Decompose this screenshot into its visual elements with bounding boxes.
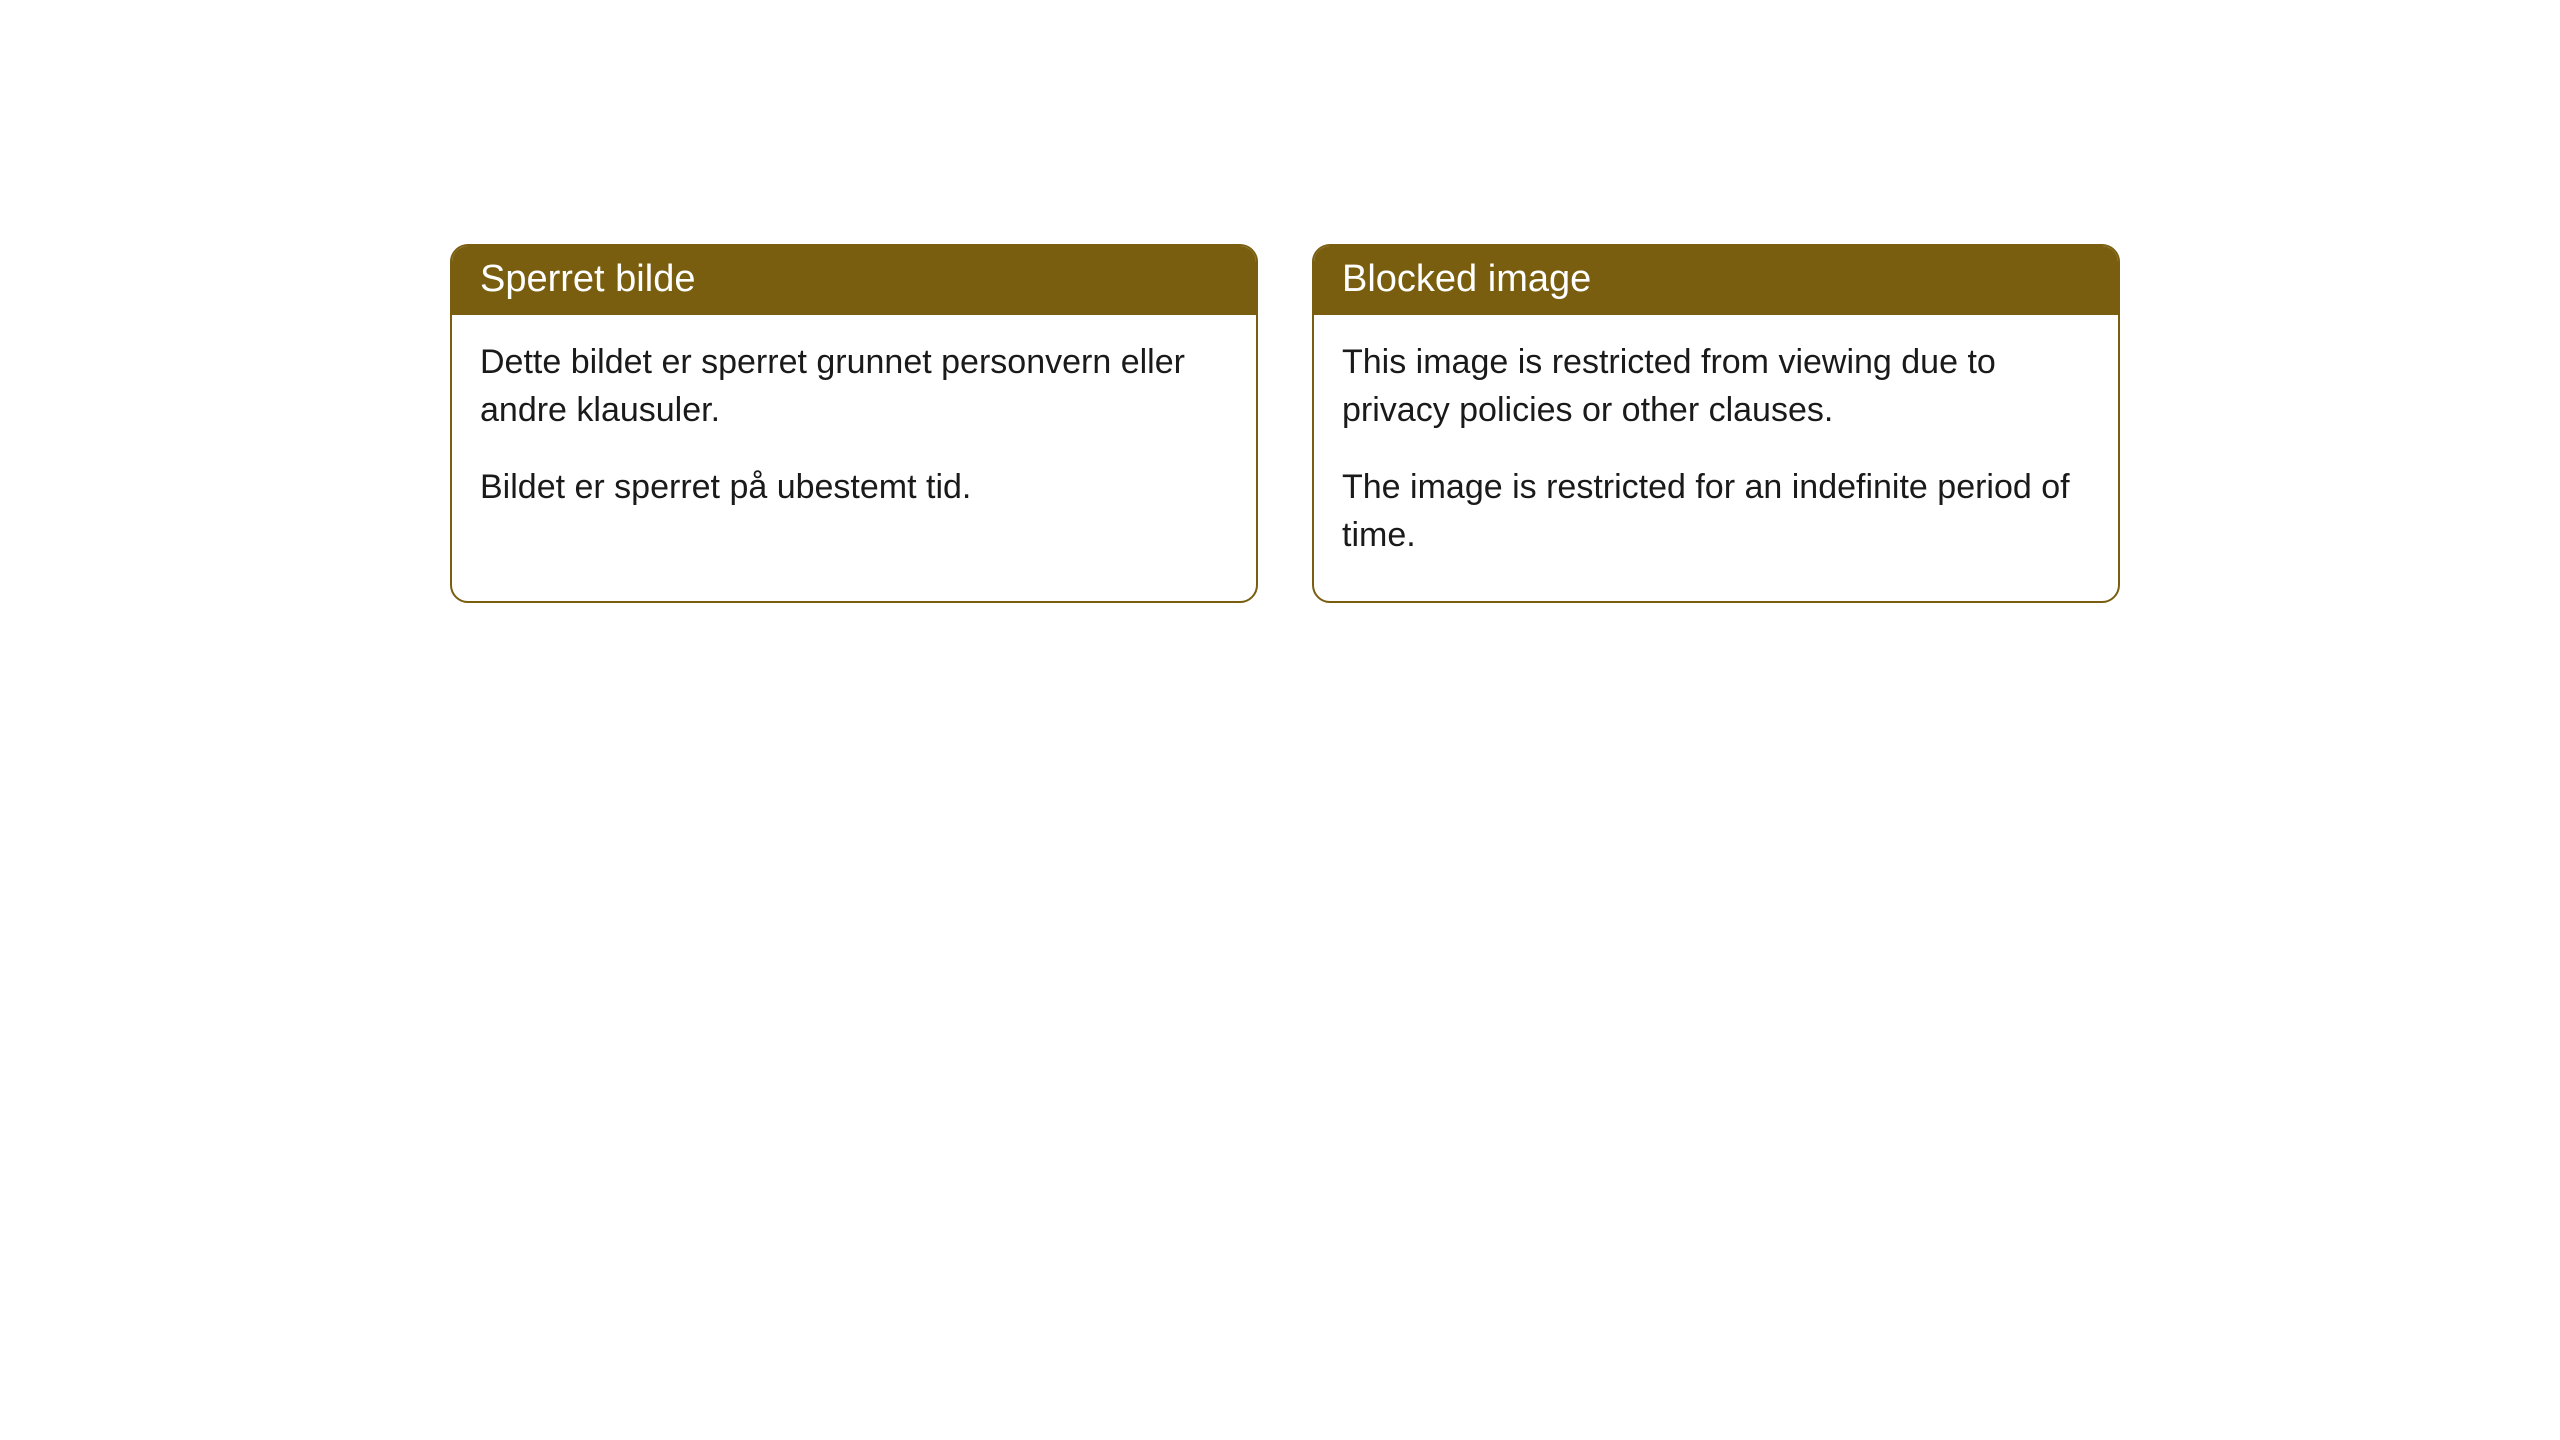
notice-title: Sperret bilde — [480, 258, 695, 300]
notice-card-english: Blocked image This image is restricted f… — [1312, 244, 2120, 603]
notice-title: Blocked image — [1342, 258, 1591, 300]
notice-paragraph: Dette bildet er sperret grunnet personve… — [480, 339, 1228, 434]
notice-body: Dette bildet er sperret grunnet personve… — [452, 315, 1256, 554]
notice-body: This image is restricted from viewing du… — [1314, 315, 2118, 601]
notice-card-norwegian: Sperret bilde Dette bildet er sperret gr… — [450, 244, 1258, 603]
notice-paragraph: This image is restricted from viewing du… — [1342, 339, 2090, 434]
notice-paragraph: Bildet er sperret på ubestemt tid. — [480, 464, 1228, 512]
notice-header: Blocked image — [1314, 246, 2118, 315]
notice-container: Sperret bilde Dette bildet er sperret gr… — [0, 0, 2560, 603]
notice-paragraph: The image is restricted for an indefinit… — [1342, 464, 2090, 559]
notice-header: Sperret bilde — [452, 246, 1256, 315]
